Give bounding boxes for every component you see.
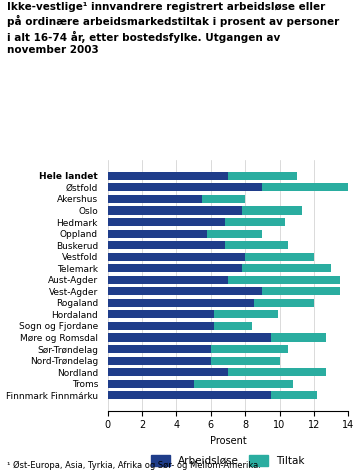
Bar	[228, 276, 340, 284]
Bar	[202, 195, 245, 203]
Bar	[228, 172, 297, 180]
Bar	[224, 241, 288, 249]
Bar	[108, 206, 242, 215]
Text: Ikke-vestlige¹ innvandrere registrert arbeidsløse eller
på ordinære arbeidsmarke: Ikke-vestlige¹ innvandrere registrert ar…	[7, 2, 339, 55]
Bar	[211, 345, 288, 353]
Bar	[108, 311, 214, 319]
Bar	[108, 241, 224, 249]
Bar	[108, 184, 262, 192]
Legend: Arbeidsløse, Tiltak: Arbeidsløse, Tiltak	[147, 451, 309, 470]
Bar	[254, 299, 314, 307]
Bar	[108, 391, 271, 399]
Bar	[108, 356, 211, 365]
Bar	[108, 229, 208, 238]
Bar	[214, 322, 252, 330]
Bar	[108, 379, 194, 388]
Bar	[242, 206, 302, 215]
Bar	[108, 195, 202, 203]
Bar	[262, 287, 340, 295]
Bar	[245, 253, 314, 261]
Bar	[271, 391, 317, 399]
Bar	[108, 322, 214, 330]
Bar	[108, 172, 228, 180]
Text: ¹ Øst-Europa, Asia, Tyrkia, Afrika og Sør- og Mellom-Amerika.: ¹ Øst-Europa, Asia, Tyrkia, Afrika og Sø…	[7, 461, 261, 470]
Bar	[242, 264, 331, 272]
Bar	[108, 368, 228, 376]
Bar	[214, 311, 278, 319]
Bar	[108, 287, 262, 295]
Bar	[262, 184, 348, 192]
Bar	[108, 345, 211, 353]
Bar	[108, 253, 245, 261]
Bar	[108, 299, 254, 307]
Bar	[194, 379, 293, 388]
X-axis label: Prosent: Prosent	[210, 436, 246, 446]
Bar	[108, 276, 228, 284]
Bar	[271, 333, 326, 342]
Bar	[108, 218, 224, 226]
Bar	[108, 333, 271, 342]
Bar	[228, 368, 326, 376]
Bar	[211, 356, 280, 365]
Bar	[224, 218, 285, 226]
Bar	[208, 229, 262, 238]
Bar	[108, 264, 242, 272]
